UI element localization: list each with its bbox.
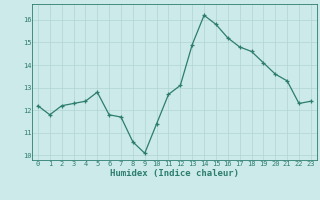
X-axis label: Humidex (Indice chaleur): Humidex (Indice chaleur) — [110, 169, 239, 178]
